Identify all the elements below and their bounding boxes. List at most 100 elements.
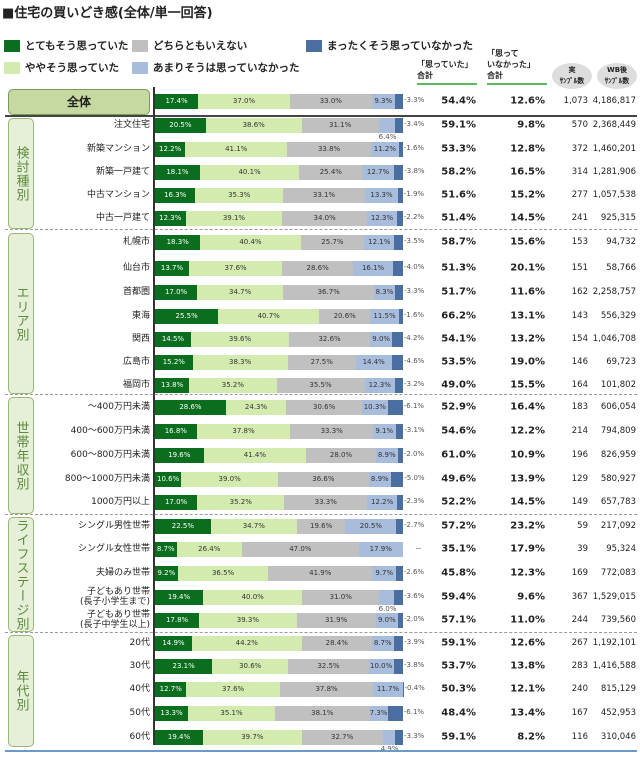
bar-segment: 8.9%	[375, 447, 398, 463]
wb-sample-count: 2,258,757	[592, 287, 636, 297]
no-total: 15.6%	[510, 236, 545, 248]
legend-label: あまりそうは思っていなかった	[153, 62, 300, 74]
bar-segment: 9.0%	[375, 612, 399, 628]
bar-segment: 8.7%	[155, 541, 177, 557]
no-total: 12.6%	[510, 95, 545, 107]
wb-sample-count: 1,416,588	[592, 661, 636, 671]
row-label: 新築マンション	[86, 144, 150, 154]
bar-segment	[394, 93, 403, 109]
bar-segment: 39.1%	[185, 210, 283, 226]
bar-segment: 14.4%	[355, 354, 392, 370]
bar-segment	[397, 447, 403, 463]
legend-swatch	[132, 39, 148, 52]
overall-label: 全体	[8, 89, 150, 115]
wb-sample-count: 606,054	[600, 402, 636, 412]
bar-segment: 18.3%	[155, 234, 201, 250]
sample-count: 154	[571, 334, 588, 344]
bar-segment	[387, 705, 403, 721]
bar-value-label: -2.0%	[404, 615, 425, 623]
bar-segment: 39.6%	[190, 331, 290, 347]
yes-total: 49.0%	[441, 379, 476, 391]
bar-value-label: -3.3%	[404, 287, 425, 295]
bar-segment: 12.7%	[155, 681, 187, 697]
bar-segment: 47.0%	[242, 541, 359, 557]
bar-segment: 37.0%	[198, 93, 290, 109]
no-total: 8.2%	[517, 731, 545, 743]
bar-segment	[394, 234, 403, 250]
row-label: 600～800万円未満	[70, 450, 150, 460]
yes-total: 54.1%	[441, 333, 476, 345]
yes-total: 52.2%	[441, 496, 476, 508]
bar-value-label: -2.6%	[403, 568, 425, 576]
bar-segment: 14.9%	[155, 635, 192, 651]
wb-sample-count: 556,329	[600, 311, 636, 321]
yes-total: 49.6%	[441, 473, 476, 485]
yes-total: 61.0%	[441, 449, 476, 461]
bar-segment: 30.6%	[212, 658, 289, 674]
bar-segment: 16.8%	[155, 423, 197, 439]
bar-segment	[393, 164, 404, 180]
sample-count: 241	[571, 213, 588, 223]
sample-count: 129	[571, 474, 588, 484]
bar-segment	[402, 681, 404, 697]
bar-segment: 9.2%	[155, 565, 178, 581]
row-label: 関西	[131, 334, 150, 344]
legend-swatch	[132, 61, 148, 74]
bar-segment: 20.6%	[319, 308, 371, 324]
bar-segment: 31.9%	[296, 612, 376, 628]
row-label: 夫婦のみ世帯	[95, 568, 150, 578]
bar-segment: 11.2%	[371, 141, 399, 157]
row-label: 子どもあり世帯 (長子小学生まで)	[79, 587, 150, 607]
yes-total: 51.3%	[441, 262, 476, 274]
axis-line	[153, 87, 155, 745]
bar-segment: 40.7%	[218, 308, 320, 324]
no-total: 14.5%	[510, 496, 545, 508]
sample-count: 570	[571, 120, 588, 130]
bar-segment: 40.1%	[199, 164, 300, 180]
no-total: 15.2%	[510, 189, 545, 201]
bar-segment	[397, 494, 403, 510]
bar-segment: 12.3%	[155, 210, 186, 226]
no-total: 14.5%	[510, 212, 545, 224]
header-no-total: 「思って いなかった」 合計	[487, 48, 547, 85]
group-divider	[5, 229, 637, 230]
row-label: 中古マンション	[86, 190, 150, 200]
bar-segment: 36.6%	[278, 471, 369, 487]
wb-sample-count: 2,368,449	[592, 120, 636, 130]
bar-segment: 40.4%	[200, 234, 301, 250]
bar-segment: 41.1%	[185, 141, 288, 157]
legend-label: とてもそう思っていた	[25, 40, 129, 52]
bar-segment: 11.7%	[373, 681, 403, 697]
bar-segment: 37.6%	[186, 681, 280, 697]
bar-value-label: -2.7%	[404, 521, 425, 529]
wb-sample-count: 95,324	[606, 544, 636, 554]
yes-total: 50.3%	[441, 683, 476, 695]
yes-total: 59.1%	[441, 119, 476, 131]
group-label: エリア別	[8, 233, 34, 394]
no-total: 16.5%	[510, 166, 545, 178]
group-divider	[5, 632, 637, 633]
bar-segment	[396, 565, 403, 581]
bar-segment: 17.4%	[155, 93, 199, 109]
bar-segment: 24.3%	[225, 399, 287, 415]
bar-segment: 37.6%	[188, 260, 283, 276]
bar-segment: 8.9%	[368, 471, 391, 487]
bar-segment: 17.0%	[155, 494, 198, 510]
bar-segment: 31.1%	[301, 117, 379, 133]
header-yes-total: 「思っていた」 合計	[417, 59, 477, 85]
yes-total: 58.2%	[441, 166, 476, 178]
no-total: 11.0%	[510, 614, 545, 626]
wb-sample-count: 58,766	[606, 263, 636, 273]
bar-segment: 19.4%	[155, 589, 204, 605]
row-label: 新築一戸建て	[95, 167, 150, 177]
bar-segment: 9.0%	[370, 331, 393, 347]
bar-segment: 13.3%	[365, 187, 399, 203]
yes-total: 51.7%	[441, 286, 476, 298]
wb-sample-count: 739,560	[600, 615, 636, 625]
yes-total: 52.9%	[441, 401, 476, 413]
bar-segment	[393, 658, 403, 674]
bar-segment: 35.1%	[187, 705, 276, 721]
bar-segment: 25.4%	[299, 164, 363, 180]
bar-segment: 34.0%	[282, 210, 367, 226]
bar-segment: 12.7%	[362, 164, 394, 180]
